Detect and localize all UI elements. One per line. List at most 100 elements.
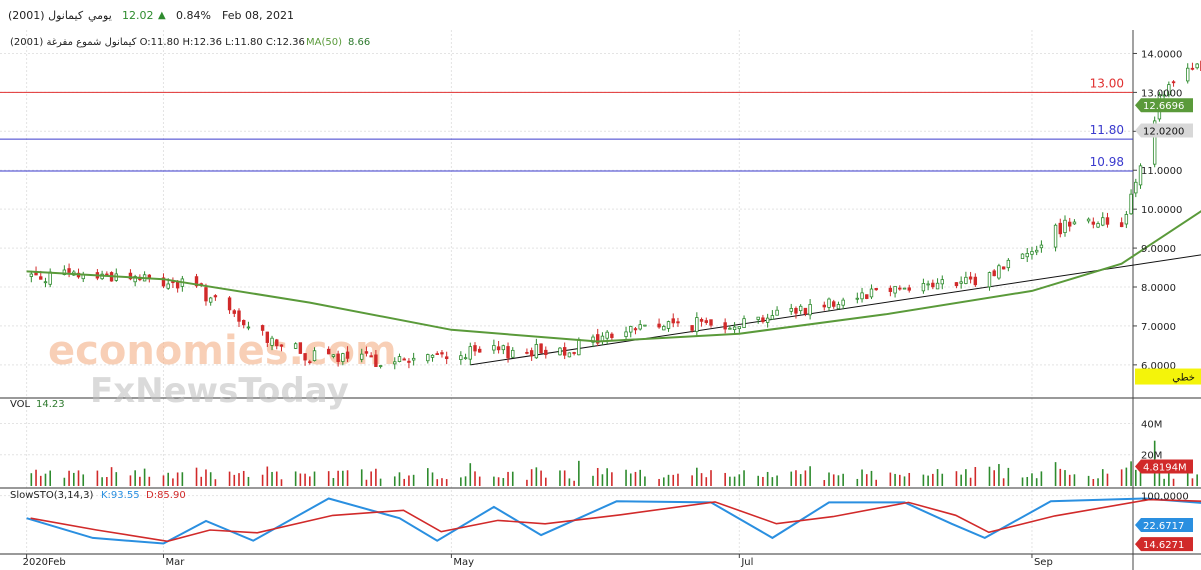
volume-bar	[667, 474, 670, 486]
y-tick-label: 7.0000	[1141, 322, 1176, 333]
volume-bar	[275, 471, 278, 486]
candle-body	[1001, 266, 1006, 270]
volume-bar	[724, 472, 726, 486]
volume-bar	[875, 479, 877, 486]
candle-body	[968, 276, 973, 280]
candle-body	[633, 328, 638, 331]
volume-bar	[370, 471, 372, 486]
volume-bar	[63, 477, 66, 486]
candle-body	[921, 283, 926, 292]
volume-bar	[776, 475, 778, 486]
candle-body	[959, 281, 963, 284]
last-price-badge: 12.0200	[1143, 127, 1184, 138]
candle-body	[237, 310, 241, 322]
volume-legend-value: 14.23	[36, 399, 65, 410]
candle-body	[789, 308, 793, 312]
volume-bar	[663, 477, 665, 486]
volume-bar	[110, 467, 113, 486]
candle-body	[798, 305, 803, 312]
volume-bar	[77, 470, 80, 486]
volume-bar	[903, 476, 906, 486]
volume-bar	[596, 467, 599, 486]
candle-body	[709, 319, 713, 326]
candle-body	[1119, 222, 1124, 228]
candle-body	[765, 317, 770, 323]
gridlines	[0, 30, 1133, 552]
candle-body	[605, 331, 609, 339]
volume-bar	[1168, 469, 1170, 486]
candle-body	[591, 336, 595, 343]
volume-bar	[1139, 463, 1142, 486]
volume-bar	[493, 476, 495, 486]
volume-bar	[832, 474, 835, 486]
candle-body	[1190, 67, 1195, 70]
instrument-symbol[interactable]: كيمانول (2001)	[8, 9, 84, 22]
volume-bar	[1092, 479, 1095, 486]
period-label[interactable]: يومي	[88, 9, 112, 22]
volume-bar	[280, 479, 283, 486]
volume-bar	[936, 469, 939, 486]
volume-bar	[965, 469, 967, 486]
volume-bar	[214, 479, 217, 486]
volume-bar	[172, 478, 174, 486]
volume-bar	[309, 476, 311, 486]
y-tick-label: 6.0000	[1141, 361, 1176, 372]
candle-body	[997, 265, 1001, 279]
volume-bar	[530, 469, 533, 486]
candle-body	[596, 334, 600, 344]
last-price-badge-bg	[1135, 123, 1193, 138]
candle-body	[67, 268, 71, 273]
volume-bar	[176, 472, 179, 486]
volume-bar	[460, 477, 462, 486]
candle-body	[279, 344, 284, 347]
volume-bar	[908, 472, 911, 486]
volume-bar	[743, 470, 745, 486]
candle-body	[246, 326, 251, 329]
volume-bar	[861, 469, 863, 486]
candle-body	[732, 326, 737, 331]
volume-bar	[644, 476, 646, 486]
y-tick-label: 10.0000	[1141, 205, 1182, 216]
volume-bar	[592, 475, 594, 486]
candle-body	[657, 323, 661, 328]
candle-body	[336, 353, 340, 362]
volume-bar	[427, 468, 429, 486]
volume-bar	[700, 473, 703, 486]
candle-body	[501, 345, 506, 351]
candle-body	[511, 349, 515, 358]
candle-body	[1030, 251, 1034, 255]
volume-bar	[804, 470, 807, 486]
candle-body	[827, 298, 831, 308]
scale-badge-bg	[1135, 368, 1201, 385]
volume-bar	[1002, 478, 1005, 486]
candle-body	[992, 270, 996, 277]
candle-body	[638, 324, 642, 330]
volume-bar	[332, 478, 335, 486]
x-tick-label: May	[453, 557, 474, 568]
chart-svg[interactable]: كيمانول شموع مفرغة (2001) O:11.80 H:12.3…	[0, 30, 1201, 570]
stoch-legend-label: SlowSTO(3,14,3)	[10, 490, 93, 501]
volume-bar	[379, 478, 382, 486]
candle-body	[1162, 94, 1166, 97]
x-tick-label: Mar	[165, 557, 185, 568]
stoch-tick-label: 100.0000	[1141, 492, 1189, 503]
volume-bar	[974, 467, 977, 486]
volume-bar	[478, 476, 481, 486]
volume-bar	[629, 473, 632, 486]
y-tick-label: 8.0000	[1141, 283, 1176, 294]
candle-body	[128, 272, 133, 280]
volume-bar	[412, 474, 415, 486]
candle-body	[232, 310, 236, 314]
candle-body	[888, 287, 893, 292]
candle-body	[161, 277, 166, 287]
volume-bar	[634, 471, 637, 486]
candle-body	[496, 346, 501, 351]
volume-bar	[837, 475, 840, 486]
candle-body	[1068, 221, 1072, 227]
candle-body	[312, 350, 317, 361]
candle-body	[1006, 259, 1011, 269]
candle-body	[935, 282, 940, 290]
candle-body	[345, 351, 350, 359]
volume-bar	[1186, 468, 1189, 486]
candle-body	[213, 295, 218, 298]
